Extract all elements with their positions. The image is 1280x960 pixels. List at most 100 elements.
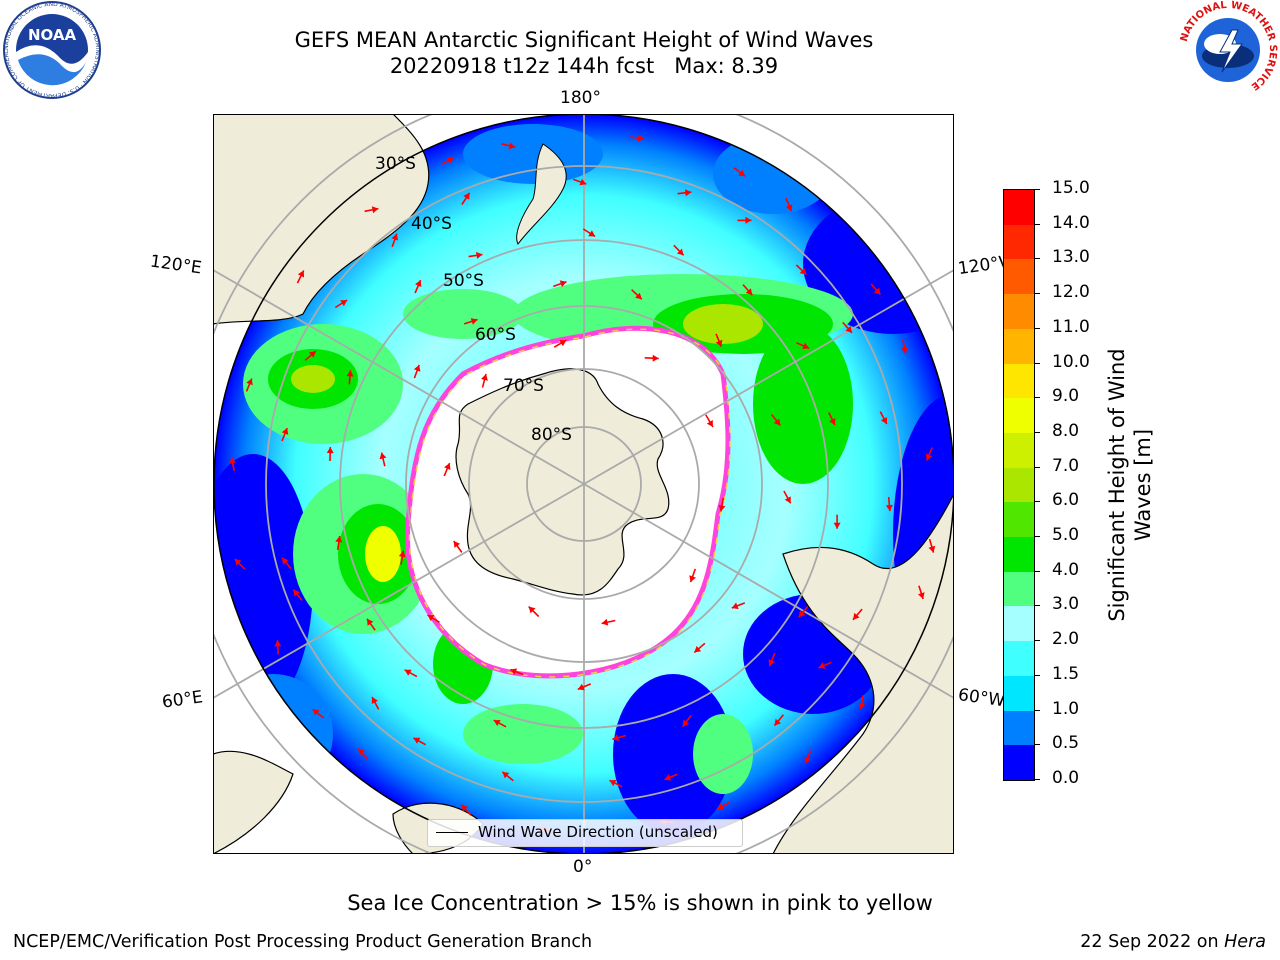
wave-direction-arrow-head xyxy=(745,216,752,224)
wave-direction-arrow-head xyxy=(664,774,672,781)
colorbar-tick-label: 6.0 xyxy=(1052,490,1080,511)
wave-direction-arrow-head xyxy=(928,545,936,553)
wave-direction-arrow-head xyxy=(798,610,806,618)
colorbar-tick-mark xyxy=(1034,674,1040,676)
colorbar-tick-mark xyxy=(1034,293,1040,295)
colorbar-title: Significant Height of Wind Waves [m] xyxy=(1105,348,1155,622)
wave-direction-arrow-head xyxy=(398,550,406,558)
wave-direction-arrow-head xyxy=(274,640,282,647)
wave-direction-arrow-head xyxy=(528,606,536,614)
wave-direction-arrow-head xyxy=(685,189,692,197)
wave-direction-arrow-head xyxy=(358,748,365,756)
wave-direction-arrow-head xyxy=(694,645,702,653)
colorbar-swatch xyxy=(1004,467,1034,503)
colorbar-tick-mark xyxy=(1034,258,1040,260)
lon-label-120e: 120°E xyxy=(148,251,203,279)
wave-direction-arrow-head xyxy=(508,142,516,150)
wave-direction-arrow-head xyxy=(925,453,933,461)
colorbar-tick-mark xyxy=(1034,744,1040,746)
wave-direction-arrow-head xyxy=(918,592,925,599)
colorbar-swatch xyxy=(1004,710,1034,746)
lat-label-50s: 50°S xyxy=(443,271,484,291)
wave-direction-arrow-head xyxy=(282,557,289,565)
wave-direction-arrow-head xyxy=(802,342,810,350)
wave-direction-arrow-head xyxy=(880,417,888,424)
colorbar-tick-mark xyxy=(1034,501,1040,503)
footer-date: 22 Sep 2022 on Hera xyxy=(1080,932,1266,952)
wave-direction-arrow-head xyxy=(481,374,488,381)
wave-direction-arrow-head xyxy=(234,558,242,566)
footer-host: Hera xyxy=(1224,932,1266,952)
colorbar-tick-mark xyxy=(1034,709,1040,711)
colorbar-tick-label: 1.0 xyxy=(1052,698,1080,719)
colorbar-swatch xyxy=(1004,363,1034,399)
wave-direction-arrow-head xyxy=(873,287,881,295)
wind-wave-direction-arrows xyxy=(229,134,936,834)
colorbar-swatch xyxy=(1004,641,1034,676)
lat-label-30s: 30°S xyxy=(375,154,416,174)
wave-direction-arrow-head xyxy=(785,204,793,212)
colorbar-tick-mark xyxy=(1034,570,1040,572)
wave-direction-arrow-head xyxy=(404,669,412,676)
colorbar-swatch xyxy=(1004,190,1034,225)
wave-direction-arrow-head xyxy=(676,248,684,256)
wave-direction-arrow-head xyxy=(652,354,659,362)
footer-date-text: 22 Sep 2022 on xyxy=(1080,932,1225,952)
wave-direction-arrow-head xyxy=(577,683,585,691)
colorbar-tick-label: 0.0 xyxy=(1052,768,1080,788)
lon-label-60e: 60°E xyxy=(160,687,205,713)
wave-direction-arrow-head xyxy=(609,779,617,787)
lat-label-80s: 80°S xyxy=(531,425,572,445)
colorbar-tick-label: 3.0 xyxy=(1052,594,1080,615)
colorbar-swatch xyxy=(1004,259,1034,295)
footer-branch: NCEP/EMC/Verification Post Processing Pr… xyxy=(13,932,593,952)
wave-direction-arrow-head xyxy=(453,541,461,548)
wave-direction-arrow-head xyxy=(470,318,478,325)
wave-direction-arrow-head xyxy=(773,418,781,426)
wave-direction-arrow-head xyxy=(444,463,451,470)
wave-direction-arrow-head xyxy=(493,720,501,727)
wave-direction-arrow-head xyxy=(476,251,483,259)
colorbar-tick-mark xyxy=(1034,640,1040,642)
wave-direction-arrow-head xyxy=(738,169,746,177)
colorbar-tick-label: 12.0 xyxy=(1052,282,1090,303)
wave-direction-arrow-head xyxy=(340,300,348,307)
colorbar-tick-label: 1.5 xyxy=(1052,663,1080,684)
wave-direction-arrow-head xyxy=(853,612,860,620)
wave-direction-arrow-head xyxy=(502,771,510,779)
wave-direction-arrow-head xyxy=(731,602,739,610)
lon-label-60w: 60°W xyxy=(956,684,1005,712)
wave-direction-arrow-head xyxy=(413,364,421,372)
wave-direction-arrow-head xyxy=(829,418,836,425)
chart-title: GEFS MEAN Antarctic Significant Height o… xyxy=(294,28,874,52)
wave-direction-arrow-head xyxy=(588,230,596,237)
colorbar-swatch xyxy=(1004,606,1034,642)
chart-subtitle: 20220918 t12z 144h fcst Max: 8.39 xyxy=(389,54,779,78)
wave-direction-arrow-head xyxy=(510,668,518,675)
colorbar-tick-mark xyxy=(1034,431,1040,433)
colorbar-tick-label: 10.0 xyxy=(1052,351,1090,372)
colorbar-swatch xyxy=(1004,745,1034,780)
wave-direction-arrow-head xyxy=(718,505,726,512)
noaa-logo-text: NOAA xyxy=(28,26,77,44)
wave-direction-arrow-head xyxy=(379,452,387,460)
wave-direction-arrow-head xyxy=(391,233,399,241)
wave-direction-arrow-head xyxy=(246,378,253,386)
colorbar xyxy=(1003,189,1035,781)
wave-direction-arrow-head xyxy=(463,192,470,200)
sea-ice-note: Sea Ice Concentration > 15% is shown in … xyxy=(347,891,933,915)
wave-direction-arrow-head xyxy=(415,280,422,287)
wave-direction-arrow-head xyxy=(559,340,567,347)
colorbar-swatch xyxy=(1004,432,1034,468)
antarctica-landmass xyxy=(455,368,670,596)
wave-direction-arrow-head xyxy=(229,457,237,464)
wave-direction-arrow-head xyxy=(845,326,852,333)
wave-direction-arrow-head xyxy=(858,702,866,710)
wave-direction-arrow-head xyxy=(461,804,469,812)
colorbar-tick-mark xyxy=(1034,779,1040,780)
wave-direction-arrow-head xyxy=(326,447,334,454)
wave-direction-arrow-head xyxy=(427,615,435,622)
wave-direction-arrow-head xyxy=(335,536,343,543)
south-america-landmass xyxy=(772,493,954,854)
wave-direction-arrow-head xyxy=(635,292,642,300)
